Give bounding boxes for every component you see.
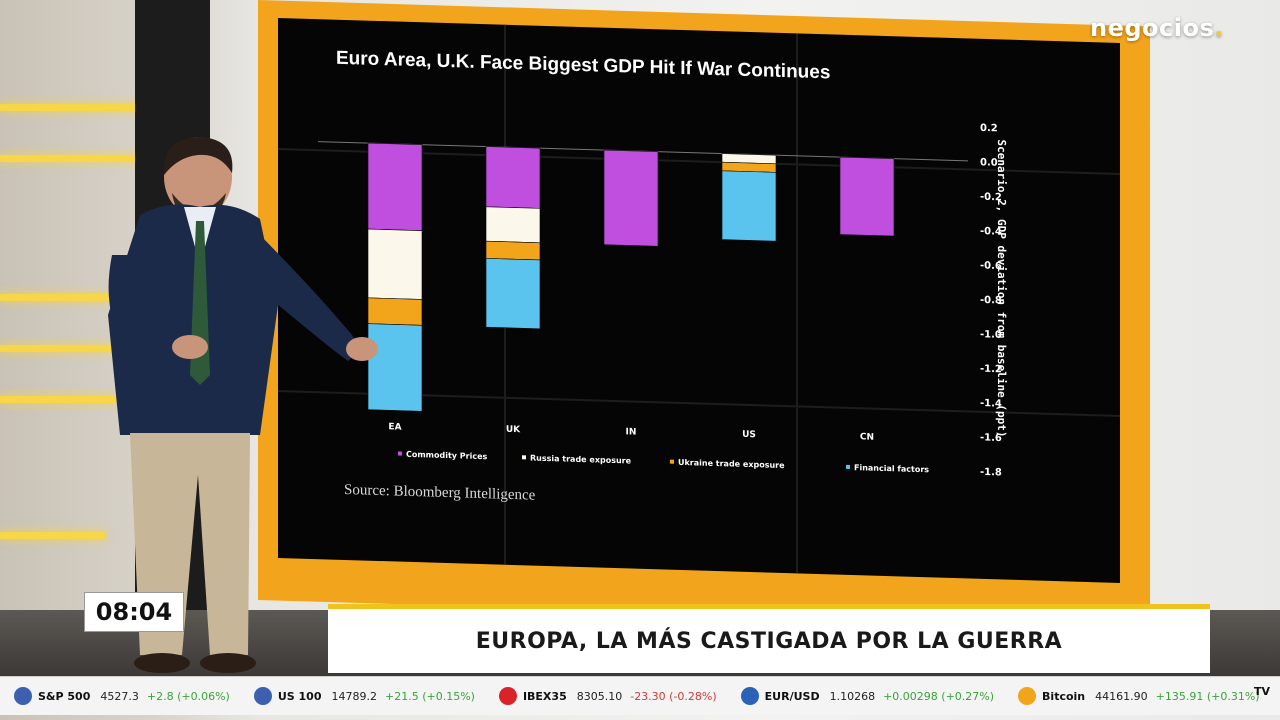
ticker-item: US 100 14789.2 +21.5 (+0.15%) [253,687,475,705]
bar-segment [839,156,895,237]
flag-icon [740,687,759,705]
ticker-name: EUR/USD [764,689,820,703]
y-tick-label: -0.8 [980,295,1002,307]
ticker-change: +21.5 (+0.15%) [384,689,475,703]
presenter [108,137,378,673]
logo-text: negocios [1090,14,1215,42]
legend-label: Financial factors [854,463,929,474]
ticker-name: IBEX35 [522,689,567,703]
ticker-item: S&P 500 4527.3 +2.8 (+0.06%) [14,687,230,705]
flag-icon [498,687,517,705]
y-tick-label: -1.6 [980,432,1002,444]
legend-label: Russia trade exposure [530,453,632,465]
y-tick-label: -1.4 [980,398,1002,410]
ticker-item: IBEX35 8305.10 -23.30 (-0.28%) [498,687,717,705]
ticker-value: 14789.2 [331,689,377,703]
ticker-value: 44161.90 [1095,689,1148,703]
bar-segment [367,323,423,412]
x-category-label: CN [860,432,874,442]
x-category-label: UK [506,425,521,435]
broadcast-clock: 08:04 [84,592,184,632]
studio-light [0,155,140,162]
headline-banner: EUROPA, LA MÁS CASTIGADA POR LA GUERRA [328,609,1210,673]
market-ticker: S&P 500 4527.3 +2.8 (+0.06%) US 100 1478… [0,676,1280,715]
ticker-item: Bitcoin 44161.90 +135.91 (+0.31%) [1018,687,1260,705]
legend-swatch [522,455,526,460]
headline-text: EUROPA, LA MÁS CASTIGADA POR LA GUERRA [475,628,1063,654]
headline-accent-bar [328,604,1210,609]
bar-segment [721,170,777,242]
studio-light [0,294,110,301]
y-tick-label: 0.2 [980,123,998,135]
flag-icon [14,687,32,705]
y-tick-label: -1.2 [980,364,1002,376]
gdp-chart: 0.2 0.0 -0.2 -0.4 -0.6 -0.8 -1.0 -1.2 -1.4 -1.6 -1… [318,123,1002,479]
legend-swatch [846,464,850,469]
y-tick-label: -1.8 [980,467,1002,479]
studio-light [0,345,120,352]
legend-label: Commodity Prices [406,450,488,461]
ticker-value: 8305.10 [576,689,623,703]
ticker-name: Bitcoin [1042,689,1086,703]
legend-swatch [398,451,402,456]
video-wall-screen: 0.2 0.0 -0.2 -0.4 -0.6 -0.8 -1.0 -1.2 -1.4 -1.6 -1… [278,18,1120,583]
bar-segment [485,240,541,261]
x-category-label: IN [626,427,637,437]
ticker-value: 4527.3 [100,689,139,703]
legend-label: Ukraine trade exposure [678,458,785,470]
studio-light [0,104,145,111]
ticker-name: US 100 [277,689,322,703]
bar-segment [485,258,541,330]
x-category-label: US [742,430,756,440]
ticker-change: -23.30 (-0.28%) [630,689,717,703]
x-category-label: EA [388,422,401,432]
y-tick-label: 0.0 [980,157,998,169]
studio-light [0,396,115,403]
y-axis-label: Scenario 2, GDP deviation from baseline … [995,139,1008,438]
y-tick-label: -0.6 [980,260,1002,272]
ticker-change: +135.91 (+0.31%) [1155,689,1260,703]
flag-icon [253,687,272,705]
ticker-change: +0.00298 (+0.27%) [883,689,995,703]
ticker-item: EUR/USD 1.10268 +0.00298 (+0.27%) [740,687,995,705]
studio-light [0,532,105,539]
ticker-name: S&P 500 [38,689,91,703]
flag-icon [1018,687,1037,705]
bar-segment [485,146,541,209]
channel-logo: negocios. [1090,14,1224,42]
y-tick-label: -0.4 [980,226,1002,238]
legend-swatch [670,459,674,464]
y-tick-label: -0.2 [980,192,1002,204]
ticker-value: 1.10268 [829,689,876,703]
bar-segment [603,149,659,247]
logo-dot: . [1214,14,1224,42]
y-tick-label: -1.0 [980,329,1002,341]
bar-segment [485,206,541,244]
ticker-logo: TV [1253,685,1270,698]
ticker-change: +2.8 (+0.06%) [146,689,230,703]
